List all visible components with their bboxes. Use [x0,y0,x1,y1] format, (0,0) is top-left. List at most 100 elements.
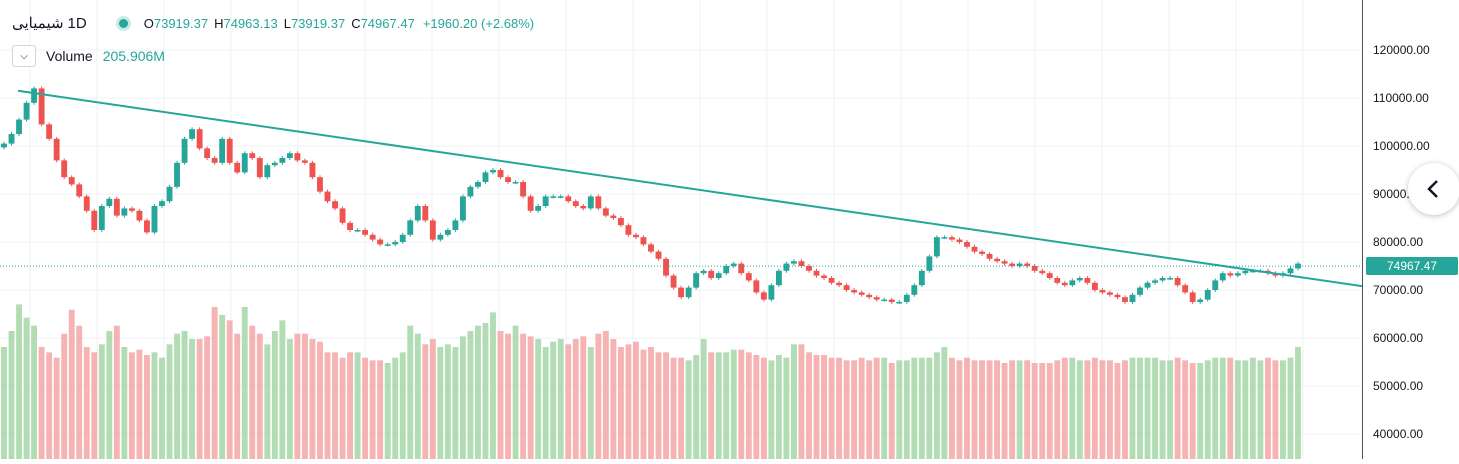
candle-body [798,261,805,266]
volume-bar [159,357,165,459]
volume-bar [1212,357,1219,459]
volume-bar [339,357,346,459]
volume-bar [1242,360,1249,459]
candle-body [76,184,83,197]
volume-bar [204,336,211,459]
volume-bar [61,333,68,459]
candle-body [271,162,278,166]
volume-bar [347,352,354,459]
candle-body [219,138,226,163]
candle-body [475,182,481,187]
candle-body [873,297,880,300]
candle-body [91,210,98,230]
price-axis[interactable]: 120000.00 110000.00 100000.00 90000.00 80000… [1362,0,1459,459]
volume-bar [68,309,75,459]
volume-bar [828,357,835,459]
candle-body [286,153,293,158]
candle-body [414,206,421,221]
candle-body [452,220,459,230]
volume-bar [1287,357,1294,459]
candle-body [437,234,444,240]
market-status-icon [118,18,128,28]
candle-body [1046,273,1053,278]
volume-bar [309,339,316,459]
volume-bar [279,320,286,459]
volume-bar [1054,360,1061,459]
volume-bar [685,360,692,459]
volume-bar [475,325,481,459]
volume-bar [46,352,53,459]
volume-bar [738,349,745,459]
volume-bar [31,325,38,459]
candle-body [1001,261,1008,264]
candle-body [467,186,474,197]
volume-bar [851,360,858,459]
candle-body [866,294,873,298]
price-tick-label: 70000.00 [1373,283,1424,297]
candle-body [535,206,542,211]
candle-body [339,208,346,223]
volume-bar [1046,363,1053,459]
volume-bar [768,360,775,459]
volume-bar [1144,357,1151,459]
candle-body [851,290,858,293]
volume-bar [497,331,504,459]
volume-bar [384,363,391,459]
candle-body [211,158,218,163]
symbol-legend: شیمیایی 1D O 73919.37 H 74963.13 L 73919.37… [12,14,534,33]
volume-bar [693,355,700,459]
volume-bar [640,349,647,459]
volume-bar [1069,357,1076,459]
volume-bar [760,357,767,459]
volume-bar [700,339,707,459]
volume-bar [1152,357,1158,459]
volume-bar [1076,360,1083,459]
volume-bar [249,325,256,459]
candle-body [1212,280,1219,290]
candle-body [38,88,45,125]
volume-bar [783,357,790,459]
volume-bar [38,347,45,459]
scroll-to-realtime-button[interactable] [1408,163,1459,215]
volume-bar [1009,360,1016,459]
candle-body [354,230,361,232]
volume-bar [234,333,241,459]
volume-bar [1099,360,1106,459]
volume-bar [467,331,474,459]
candle-body [1227,273,1234,276]
close-label: C [351,15,361,31]
candle-body [971,246,978,252]
candle-body [1152,280,1158,283]
candle-body [121,208,128,216]
volume-bar [136,349,143,459]
volume-bar [858,357,865,459]
volume-bar [332,352,338,459]
candle-body [151,206,158,233]
open-label: O [143,15,154,31]
price-tick-label: 40000.00 [1373,427,1424,441]
candle-body [572,201,579,206]
volume-bar [106,331,113,459]
volume-bar [317,341,323,459]
collapse-toggle-button[interactable]: ⌵ [12,45,36,67]
volume-bar [843,360,850,459]
candle-body [1054,278,1061,283]
volume-bar [219,315,226,459]
volume-bar [1114,363,1121,459]
candle-body [542,196,549,206]
candle-body [196,129,203,149]
close-value: 74967.47 [360,15,415,31]
volume-bar [53,357,60,459]
volume-bar [83,347,90,459]
candle-body [557,196,564,198]
candle-body [249,153,256,158]
volume-bar [444,344,451,459]
volume-bar [557,339,564,459]
volume-bar [918,357,925,459]
volume-bar [881,357,888,459]
interval-label[interactable]: 1D [67,14,87,32]
symbol-name[interactable]: شیمیایی [12,15,64,32]
candlestick-chart[interactable] [0,0,1363,459]
candle-body [1084,278,1091,283]
chart-area[interactable] [0,0,1363,459]
